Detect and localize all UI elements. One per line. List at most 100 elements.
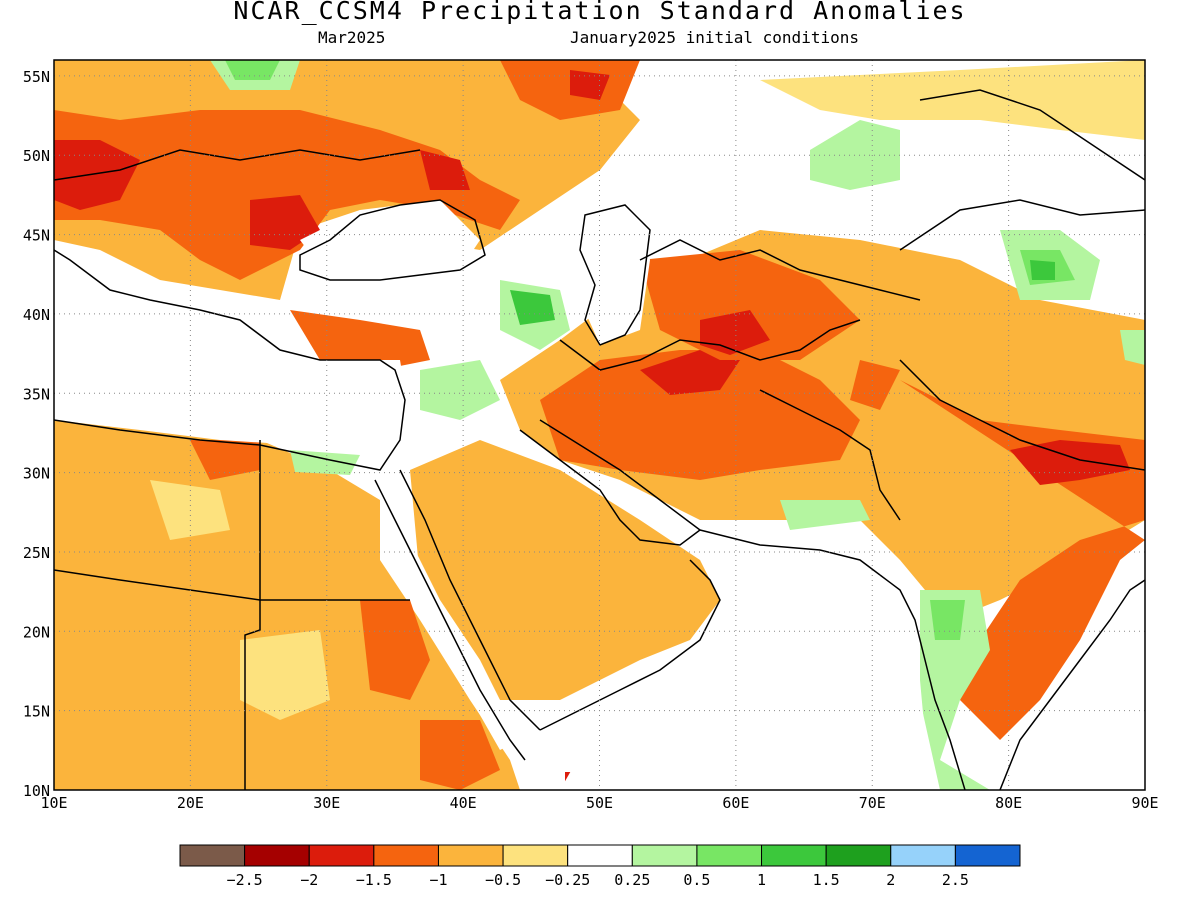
- coastlines: [54, 89, 1145, 790]
- anomaly-region: [930, 600, 965, 640]
- india-east-coast: [999, 579, 1145, 790]
- caspian-coast: [579, 204, 651, 346]
- colorbar-swatch: [308, 844, 375, 867]
- lon-axis: 10E 20E 30E 40E 50E 60E 70E 80E 90E: [40, 794, 1158, 812]
- lon-tick-label: 80E: [995, 794, 1022, 812]
- colorbar-tick-label: −0.5: [485, 871, 521, 889]
- colorbar-labels: −2.5 −2 −1.5 −1 −0.5 −0.25 0.25 0.5 1 1.5 2 2.5: [227, 871, 969, 889]
- water-mask: [580, 215, 650, 345]
- colorbar-tick-label: −1.5: [356, 871, 392, 889]
- anomaly-region: [1030, 260, 1055, 280]
- lat-tick-label: 40N: [23, 306, 50, 324]
- colorbar-swatch: [179, 844, 246, 867]
- colorbar-swatch: [696, 844, 763, 867]
- water-mask: [54, 300, 410, 445]
- forecast-month: Mar2025: [318, 28, 386, 47]
- anomaly-region: [290, 450, 360, 475]
- anomaly-region: [250, 195, 320, 250]
- colorbar-tick-label: 1.5: [813, 871, 840, 889]
- anomaly-region: [640, 250, 860, 360]
- africa-border: [244, 440, 261, 790]
- iran-pakistan-coast: [699, 529, 881, 576]
- country-border: [54, 149, 421, 181]
- colorbar-swatch: [373, 844, 439, 867]
- colorbar-tick-label: −1: [429, 871, 447, 889]
- anomaly-region: [540, 350, 860, 480]
- india-west-coast: [879, 574, 966, 790]
- colorbar-swatch: [567, 844, 633, 867]
- country-border: [759, 389, 901, 521]
- lat-tick-label: 15N: [23, 703, 50, 721]
- mediterranean-coast: [54, 249, 406, 471]
- red-sea-coast-east: [399, 469, 541, 731]
- lon-tick-label: 90E: [1131, 794, 1158, 812]
- anomaly-region: [510, 290, 555, 325]
- colorbar-swatch: [890, 844, 956, 867]
- red-sea-coast: [374, 479, 526, 761]
- colorbar-tick-label: 2.5: [942, 871, 969, 889]
- lon-tick-label: 60E: [722, 794, 749, 812]
- arabia-south-coast: [539, 559, 721, 731]
- lat-tick-label: 25N: [23, 544, 50, 562]
- anomaly-region: [420, 150, 470, 190]
- anomaly-region: [760, 60, 1145, 140]
- plot-frame: [53, 59, 1146, 791]
- colorbar-tick-label: −2.5: [227, 871, 263, 889]
- lon-tick-label: 50E: [586, 794, 613, 812]
- colorbar-swatch: [437, 844, 504, 867]
- country-border: [899, 359, 1145, 471]
- persian-gulf-coast: [519, 419, 702, 546]
- anomaly-region: [410, 440, 720, 700]
- colorbar-tick-label: −0.25: [545, 871, 590, 889]
- colorbar-swatch: [954, 844, 1021, 867]
- anomaly-region: [1120, 330, 1145, 365]
- anomaly-region: [420, 360, 500, 420]
- colorbar-tick-label: 1: [757, 871, 766, 889]
- water-mask: [300, 200, 480, 280]
- anomaly-field: [54, 60, 1145, 790]
- gridlines: [54, 60, 1145, 790]
- lon-tick-label: 40E: [450, 794, 477, 812]
- country-border: [559, 319, 861, 371]
- colorbar-tick-label: 2: [886, 871, 895, 889]
- anomaly-region: [240, 630, 330, 720]
- water-mask: [380, 490, 520, 750]
- lat-tick-label: 30N: [23, 465, 50, 483]
- lon-tick-label: 20E: [177, 794, 204, 812]
- colorbar-tick-label: 0.5: [683, 871, 710, 889]
- lat-tick-label: 45N: [23, 227, 50, 245]
- anomaly-region: [570, 70, 610, 100]
- anomaly-region: [190, 440, 260, 480]
- colorbar-swatch: [631, 844, 698, 867]
- colorbar-tick-label: −2: [300, 871, 318, 889]
- colorbar-swatch: [761, 844, 827, 867]
- anomaly-region: [700, 310, 770, 355]
- colorbar-swatch: [244, 844, 310, 867]
- lat-tick-label: 10N: [23, 782, 50, 800]
- anomaly-region: [780, 500, 870, 530]
- water-mask: [560, 540, 930, 790]
- anomaly-region: [290, 310, 430, 370]
- lon-tick-label: 30E: [313, 794, 340, 812]
- country-border: [919, 89, 1145, 181]
- lat-tick-label: 50N: [23, 147, 50, 165]
- lon-tick-label: 70E: [859, 794, 886, 812]
- anomaly-region: [225, 60, 280, 80]
- country-border: [639, 239, 921, 301]
- lat-tick-label: 20N: [23, 623, 50, 641]
- black-sea-coast: [299, 199, 486, 281]
- anomaly-region: [1010, 440, 1130, 485]
- map-title: NCAR_CCSM4 Precipitation Standard Anomal…: [233, 0, 967, 25]
- anomaly-region: [420, 720, 500, 790]
- anomaly-region: [850, 360, 900, 410]
- country-border: [899, 199, 1145, 251]
- colorbar-tick-label: 0.25: [614, 871, 650, 889]
- lat-tick-label: 35N: [23, 385, 50, 403]
- lat-axis: 10N 15N 20N 25N 30N 35N 40N 45N 50N 55N: [23, 68, 50, 800]
- lon-tick-label: 10E: [40, 794, 67, 812]
- anomaly-region: [360, 600, 430, 700]
- anomaly-region: [640, 350, 740, 395]
- lat-tick-label: 55N: [23, 68, 50, 86]
- anomaly-region: [54, 140, 140, 210]
